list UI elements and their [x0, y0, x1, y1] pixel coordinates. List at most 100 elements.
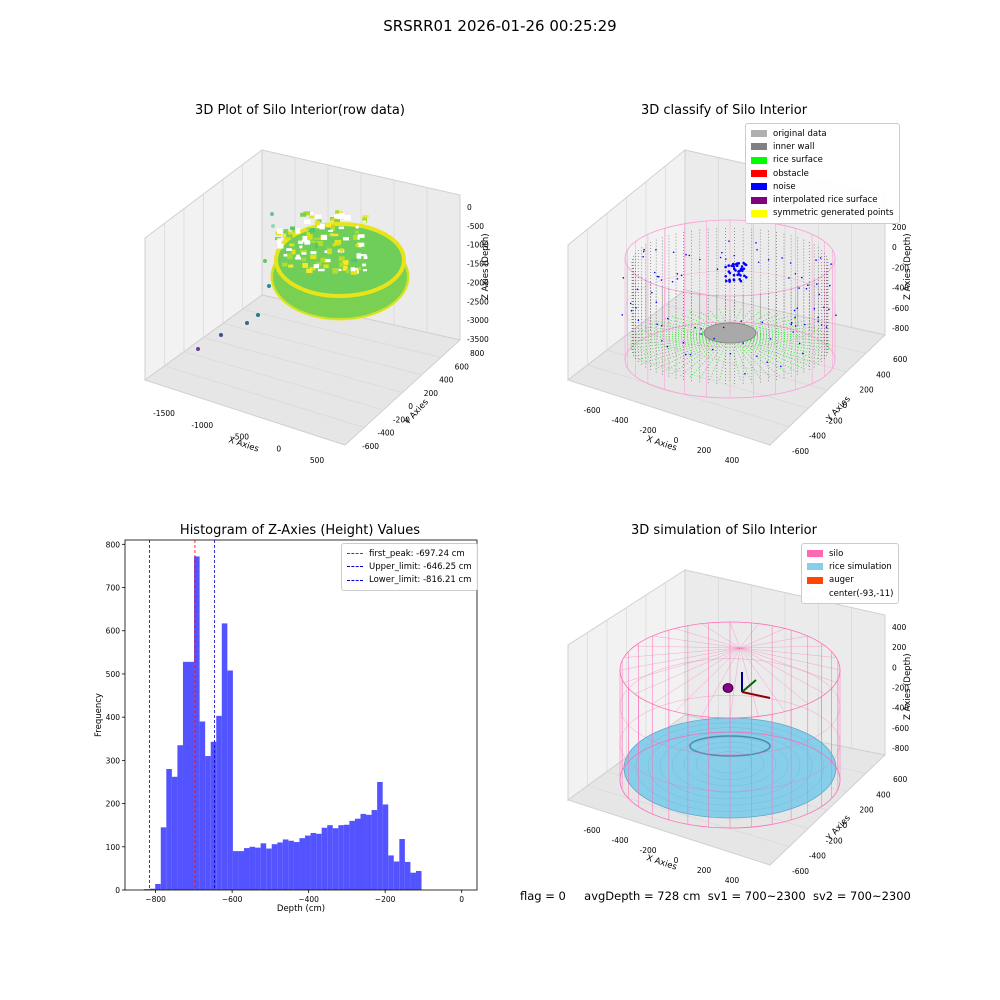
noise-cluster-point: [732, 278, 736, 282]
legend-item: obstacle: [751, 167, 894, 180]
histogram-bar: [182, 661, 189, 890]
noise-point: [637, 319, 640, 322]
tick-label: -400: [809, 432, 826, 441]
tick-label: 600: [893, 355, 908, 364]
raw-surface-block: [351, 258, 358, 263]
legend-line: [347, 566, 363, 568]
histogram-title: Histogram of Z-Axies (Height) Values: [179, 523, 421, 538]
tick-label: -400: [809, 852, 826, 861]
noise-cluster-point: [732, 265, 736, 268]
axis-arrow-y: [741, 679, 757, 693]
rice-surface-spoke: [708, 334, 731, 381]
noise-point: [722, 326, 725, 329]
tick-label: -600: [583, 826, 600, 835]
raw-surface-block: [311, 240, 316, 243]
legend-item: noise: [751, 180, 894, 193]
noise-point: [672, 251, 675, 254]
legend-label: Upper_limit: -646.25 cm: [369, 561, 472, 572]
histogram-bar: [255, 847, 261, 890]
noise-point: [813, 307, 816, 310]
raw-surface-block: [332, 243, 336, 247]
rice-surface-spoke: [729, 334, 812, 367]
raw-surface-block: [361, 246, 366, 250]
noise-point: [801, 276, 803, 279]
noise-point: [825, 326, 828, 328]
noise-point: [661, 339, 663, 342]
histogram-y-label: Frequency: [94, 693, 104, 737]
noise-point: [676, 273, 679, 275]
status-flag: flag = 0: [520, 889, 566, 903]
noise-point: [740, 320, 743, 322]
tick-label: -200: [826, 416, 843, 425]
noise-point: [666, 317, 669, 320]
raw-surface-block: [316, 225, 323, 229]
rice-surface-spoke: [729, 334, 741, 381]
raw-surface-block: [290, 226, 296, 230]
histogram-bar: [288, 840, 294, 890]
tick-label: -500: [467, 222, 484, 231]
noise-point: [755, 241, 757, 244]
raw-outlier-point: [256, 313, 260, 317]
noise-point: [666, 345, 669, 348]
histogram-bar: [205, 756, 211, 890]
legend-swatch: [751, 156, 767, 164]
rice-surface-spoke: [729, 334, 828, 338]
noise-point: [757, 261, 760, 264]
histogram-bar: [399, 839, 405, 890]
silo-roof-line: [739, 647, 837, 683]
tick-label: 200: [859, 386, 874, 395]
legend-item: silo: [807, 547, 893, 560]
legend-item: interpolated rice surface: [751, 193, 894, 206]
histogram-bar: [188, 661, 195, 890]
raw-surface-block: [282, 262, 288, 267]
tick-label: -400: [611, 836, 628, 845]
raw-surface-block: [343, 237, 350, 241]
legend-label: center(-93,-11): [829, 588, 894, 599]
silo-roof-line: [739, 647, 808, 705]
figure-title: SRSRR01 2026-01-26 00:25:29: [383, 17, 617, 35]
raw-surface-block: [282, 234, 287, 239]
raw-surface-block: [328, 229, 334, 232]
noise-point: [744, 372, 746, 375]
noise-point: [671, 280, 674, 283]
tick-label: -600: [892, 304, 909, 313]
legend-label: interpolated rice surface: [773, 195, 878, 206]
raw-surface-block: [306, 268, 313, 274]
x-tick-label: −600: [222, 895, 243, 904]
raw-surface-block: [306, 231, 310, 237]
tick-label: 0: [674, 856, 679, 865]
legend-label: inner wall: [773, 141, 815, 152]
classify-silo-cylinder: [621, 219, 837, 399]
noise-point: [817, 316, 819, 319]
silo-roof-line: [701, 647, 741, 717]
raw-surface-block: [356, 253, 362, 259]
raw-surface-block: [298, 239, 304, 244]
status-sv1: sv1 = 700~2300: [707, 889, 806, 903]
rice-surface-spoke: [719, 334, 731, 381]
raw-surface-block: [320, 257, 326, 263]
x-tick-label: −400: [298, 895, 319, 904]
raw-surface-block: [276, 228, 283, 231]
raw-outlier-point: [263, 259, 267, 263]
noise-point: [688, 254, 691, 257]
legend-label: silo: [829, 548, 844, 559]
raw-surface-block: [288, 231, 293, 235]
tick-label: 500: [310, 456, 325, 465]
noise-point: [828, 284, 831, 287]
raw-surface-block: [358, 266, 362, 271]
legend-swatch: [807, 563, 823, 571]
y-tick-label: 200: [106, 800, 121, 809]
raw-outlier-point: [267, 284, 271, 288]
raw-surface-block: [297, 236, 302, 241]
noise-point: [769, 338, 772, 340]
legend-label: obstacle: [773, 168, 809, 179]
classify-3d-plot: -600-400-2000200400-600-400-200020040060…: [566, 148, 913, 465]
tick-label: -200: [639, 846, 656, 855]
raw-surface-block: [314, 242, 318, 249]
noise-cluster-point: [744, 263, 748, 267]
silo-roof-line: [623, 647, 741, 658]
raw-surface-block: [353, 234, 358, 241]
histogram-bars: [144, 556, 422, 890]
silo-roof-line: [729, 621, 741, 649]
noise-point: [725, 258, 727, 260]
